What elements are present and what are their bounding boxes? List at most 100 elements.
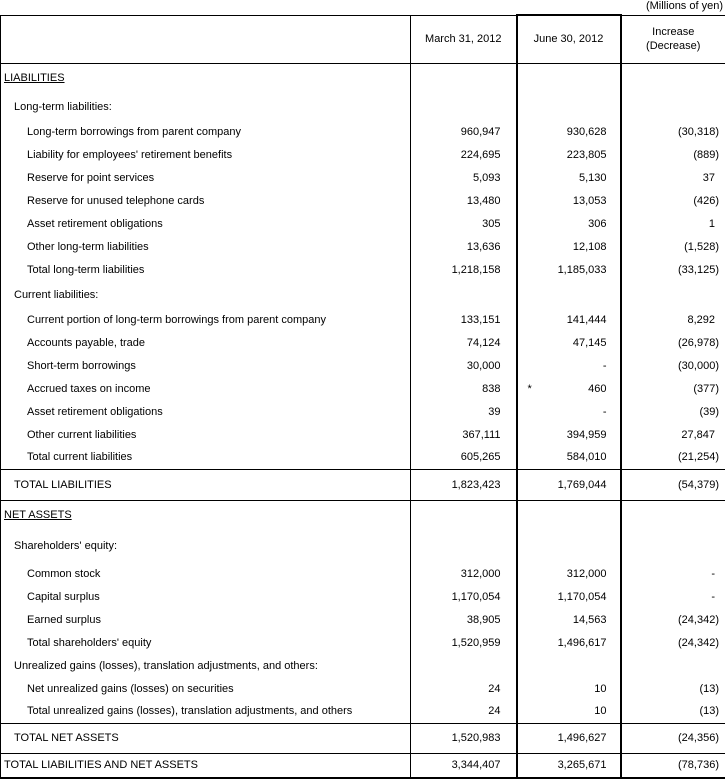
table-row: Total shareholders' equity 1,520,959 1,496… [1,631,725,654]
row-label-cell: Net unrealized gains (losses) on securit… [1,677,411,700]
row-label-cell: Total current liabilities [1,446,411,469]
value-jun30-cell: - [515,354,622,377]
value-increase-cell [620,654,725,677]
value-jun30: 930,628 [566,125,607,138]
value-jun30: 1,496,627 [557,732,607,744]
value-increase: (24,356) [678,732,719,744]
value-jun30-cell: 47,145 [515,331,622,354]
row-label: Capital surplus [27,590,100,603]
table-body: LIABILITIES Long-term liabilities: Long-te… [0,63,725,779]
value-increase: (21,254) [678,451,719,464]
value-jun30: 3,265,671 [557,759,607,772]
value-mar31: 24 [488,705,501,718]
value-increase: (13) [699,705,719,718]
value-mar31-cell: 367,111 [410,423,517,446]
table-row: Unrealized gains (losses), translation a… [1,654,725,677]
value-increase-cell: (21,254) [620,446,725,469]
value-mar31-cell: 24 [410,677,517,700]
value-mar31: 3,344,407 [451,759,501,772]
table-row: NET ASSETS [1,500,725,530]
value-mar31-cell [410,530,517,562]
value-jun30-cell: 930,628 [515,120,622,143]
value-mar31-cell: 13,636 [410,235,517,258]
value-jun30-cell: 14,563 [515,608,622,631]
value-mar31: 224,695 [460,148,501,161]
value-jun30: 47,145 [572,336,607,349]
value-increase: (33,125) [678,263,719,276]
value-increase-cell: - [620,585,725,608]
table-row: TOTAL NET ASSETS 1,520,983 1,496,627 (24,35… [0,722,725,754]
row-label-cell: Common stock [1,562,411,585]
value-mar31-cell [410,654,517,677]
row-label: TOTAL LIABILITIES AND NET ASSETS [4,759,198,772]
row-label: Long-term liabilities: [14,100,112,113]
value-mar31: 312,000 [460,567,501,580]
value-increase-cell: (39) [620,400,725,423]
table-row: Current liabilities: [1,281,725,308]
row-label-cell: Asset retirement obligations [1,212,411,235]
table-row: Total unrealized gains (losses), transla… [1,700,725,723]
table-row: LIABILITIES [1,63,725,93]
table-row: Earned surplus 38,905 14,563 (24,342) [1,608,725,631]
value-increase-cell: (30,000) [620,354,725,377]
value-mar31: 39 [488,405,501,418]
value-jun30: 312,000 [566,567,607,580]
value-mar31-cell: 224,695 [410,143,517,166]
value-increase-cell: (13) [620,677,725,700]
table-row: Other long-term liabilities 13,636 12,108 (… [1,235,725,258]
row-label: TOTAL LIABILITIES [14,478,112,491]
value-jun30: 394,959 [566,428,607,441]
row-label-cell: Reserve for point services [1,166,411,189]
value-mar31: 24 [488,682,501,695]
value-mar31: 5,093 [472,171,501,184]
value-jun30: 12,108 [572,240,607,253]
value-increase: (1,528) [684,240,719,253]
value-mar31-cell: 30,000 [410,354,517,377]
value-jun30-cell: * 460 [515,377,622,400]
value-increase-cell: 1 [620,212,725,235]
row-label-cell: Long-term borrowings from parent company [1,120,411,143]
value-mar31-cell: 1,170,054 [410,585,517,608]
row-label-cell: Shareholders' equity: [1,530,411,562]
value-mar31-cell: 1,520,983 [410,722,517,754]
row-label-cell: Accrued taxes on income [1,377,411,400]
footnote-asterisk: * [527,382,532,395]
value-increase: - [711,567,715,580]
row-label-cell: Short-term borrowings [1,354,411,377]
value-jun30-cell: 12,108 [515,235,622,258]
value-mar31: 1,520,959 [451,636,501,649]
table-row: TOTAL LIABILITIES AND NET ASSETS 3,344,40… [0,752,725,779]
row-label: TOTAL NET ASSETS [14,732,119,744]
value-jun30-cell: 394,959 [515,423,622,446]
table-row: Reserve for point services 5,093 5,130 37 [1,166,725,189]
value-increase: (426) [693,194,719,207]
value-mar31-cell: 24 [410,700,517,723]
value-mar31-cell [410,500,517,530]
value-mar31-cell [410,93,517,120]
row-label: Other long-term liabilities [27,240,149,253]
value-mar31-cell: 960,947 [410,120,517,143]
value-mar31: 13,480 [466,194,501,207]
value-increase: (377) [693,382,719,395]
value-increase-cell [620,281,725,308]
value-increase-cell: 27,847 [620,423,725,446]
value-increase-cell [620,93,725,120]
value-increase-cell: (26,978) [620,331,725,354]
value-jun30-cell: 1,496,627 [515,722,622,754]
value-increase: (78,736) [678,759,719,772]
value-mar31-cell: 312,000 [410,562,517,585]
value-mar31: 133,151 [460,313,501,326]
value-mar31-cell: 74,124 [410,331,517,354]
value-increase: (889) [693,148,719,161]
value-jun30-cell: 141,444 [515,308,622,331]
row-label-cell: Current liabilities: [1,281,411,308]
value-mar31: 1,170,054 [451,590,501,603]
value-increase-cell [620,63,725,93]
row-label: Reserve for unused telephone cards [27,194,205,207]
value-mar31: 1,823,423 [451,478,501,491]
row-label-cell: Accounts payable, trade [1,331,411,354]
table-row: Short-term borrowings 30,000 - (30,000) [1,354,725,377]
table-row: Liability for employees' retirement bene… [1,143,725,166]
table-row: Capital surplus 1,170,054 1,170,054 - [1,585,725,608]
value-increase-cell: (24,342) [620,631,725,654]
